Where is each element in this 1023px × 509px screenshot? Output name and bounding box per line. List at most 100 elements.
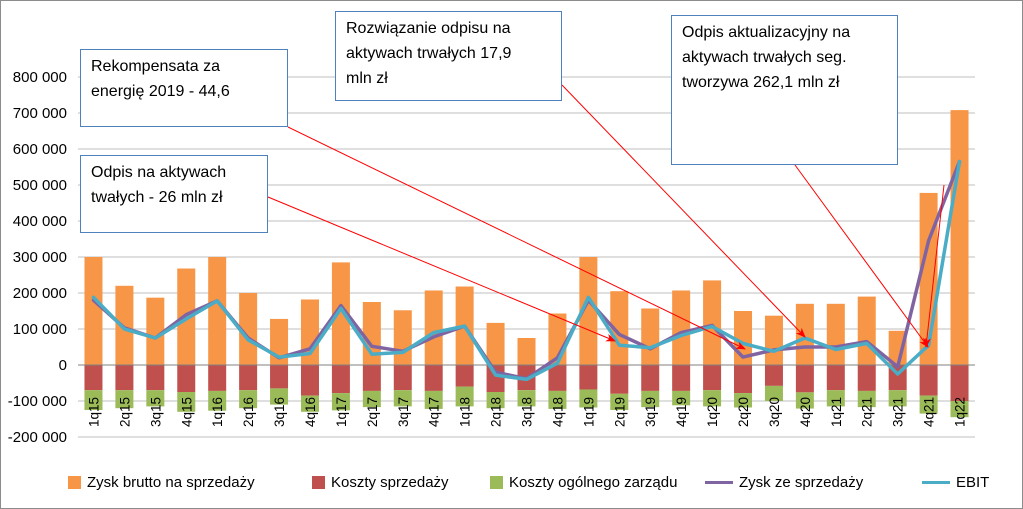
legend-item: Zysk ze sprzedaży <box>705 470 863 494</box>
bar-koszty-sprzeda-y-3q15 <box>146 365 165 391</box>
x-tick-label: 2q15 <box>117 397 132 427</box>
y-tick-label: 0 <box>59 357 67 374</box>
x-tick-label: 4q20 <box>798 397 813 427</box>
bar-zysk-brutto-na-sprzeda-y-1q15 <box>84 257 103 365</box>
bar-zysk-brutto-na-sprzeda-y-3q19 <box>641 308 660 365</box>
bar-koszty-sprzeda-y-2q16 <box>239 365 258 391</box>
annotation-arrow <box>561 84 806 338</box>
bar-koszty-og-lnego-zarz-du-2q18 <box>486 392 505 409</box>
annotation-callout: Odpis na aktywach twałych - 26 mln zł <box>80 155 268 233</box>
x-tick-label: 1q19 <box>581 397 596 427</box>
legend-swatch <box>490 475 503 489</box>
bar-koszty-sprzeda-y-1q16 <box>208 365 227 391</box>
annotation-arrow <box>267 196 616 342</box>
x-tick-label: 2q19 <box>612 397 627 427</box>
bar-koszty-sprzeda-y-4q17 <box>424 365 443 391</box>
x-tick-label: 4q21 <box>922 397 937 427</box>
x-tick-label: 3q21 <box>891 397 906 427</box>
x-tick-label: 2q16 <box>241 397 256 427</box>
bar-koszty-og-lnego-zarz-du-3q15 <box>146 390 165 407</box>
legend-label: Zysk ze sprzedaży <box>739 473 864 491</box>
bar-koszty-sprzeda-y-4q20 <box>795 365 814 393</box>
bar-koszty-og-lnego-zarz-du-4q18 <box>548 390 567 409</box>
legend-swatch <box>922 480 950 484</box>
bar-koszty-sprzeda-y-3q20 <box>764 365 783 386</box>
x-tick-label: 1q18 <box>458 397 473 427</box>
bar-koszty-og-lnego-zarz-du-2q21 <box>857 390 876 408</box>
bar-koszty-sprzeda-y-1q15 <box>84 365 103 391</box>
x-tick-label: 3q17 <box>396 397 411 427</box>
bar-koszty-og-lnego-zarz-du-4q16 <box>300 395 319 412</box>
bar-zysk-brutto-na-sprzeda-y-4q19 <box>672 290 691 365</box>
bar-zysk-brutto-na-sprzeda-y-1q21 <box>826 303 845 365</box>
legend-swatch <box>312 475 325 489</box>
bar-koszty-sprzeda-y-4q18 <box>548 365 567 391</box>
bar-koszty-og-lnego-zarz-du-1q18 <box>455 386 474 407</box>
x-tick-label: 1q16 <box>210 397 225 427</box>
bar-koszty-sprzeda-y-2q15 <box>115 365 134 391</box>
bar-zysk-brutto-na-sprzeda-y-1q20 <box>703 280 722 365</box>
lines <box>91 159 962 382</box>
y-tick-label: 500 000 <box>13 177 67 194</box>
bar-zysk-brutto-na-sprzeda-y-3q18 <box>517 338 536 365</box>
y-tick-label: -100 000 <box>8 393 67 410</box>
bar-koszty-og-lnego-zarz-du-2q16 <box>239 390 258 409</box>
legend-label: Zysk brutto na sprzedaży <box>87 473 255 491</box>
x-tick-label: 3q18 <box>520 397 535 427</box>
bar-koszty-og-lnego-zarz-du-3q18 <box>517 390 536 407</box>
bar-koszty-sprzeda-y-1q20 <box>703 365 722 391</box>
x-tick-label: 1q21 <box>829 397 844 427</box>
line-ebit <box>91 159 962 382</box>
legend-item: Koszty ogólnego zarządu <box>490 470 677 494</box>
legend-item: Zysk brutto na sprzedaży <box>68 470 255 494</box>
bar-zysk-brutto-na-sprzeda-y-3q20 <box>764 315 783 365</box>
bar-koszty-og-lnego-zarz-du-3q20 <box>764 385 783 401</box>
bar-zysk-brutto-na-sprzeda-y-1q17 <box>331 262 350 365</box>
bar-koszty-sprzeda-y-1q19 <box>579 365 598 390</box>
bar-koszty-og-lnego-zarz-du-4q19 <box>672 390 691 406</box>
y-tick-label: 200 000 <box>13 285 67 302</box>
bar-koszty-og-lnego-zarz-du-2q17 <box>362 390 381 408</box>
bar-koszty-sprzeda-y-4q15 <box>177 365 196 392</box>
bar-koszty-og-lnego-zarz-du-1q15 <box>84 390 103 410</box>
bar-zysk-brutto-na-sprzeda-y-2q18 <box>486 322 505 365</box>
bar-zysk-brutto-na-sprzeda-y-1q22 <box>950 110 969 366</box>
x-tick-label: 1q15 <box>86 397 101 427</box>
x-tick-label: 3q15 <box>148 397 163 427</box>
y-tick-label: 300 000 <box>13 249 67 266</box>
legend-item: Koszty sprzedaży <box>312 470 449 494</box>
x-tick-label: 3q20 <box>767 397 782 427</box>
x-tick-label: 4q18 <box>550 397 565 427</box>
x-tick-label: 3q16 <box>272 397 287 427</box>
bar-koszty-sprzeda-y-3q17 <box>393 365 412 391</box>
bar-koszty-sprzeda-y-1q17 <box>331 365 350 394</box>
bar-zysk-brutto-na-sprzeda-y-1q16 <box>208 257 227 365</box>
y-tick-label: 700 000 <box>13 105 67 122</box>
bar-koszty-sprzeda-y-3q16 <box>270 365 289 389</box>
x-tick-label: 2q20 <box>736 397 751 427</box>
annotation-arrows <box>267 84 945 350</box>
y-tick-label: 600 000 <box>13 141 67 158</box>
bar-koszty-og-lnego-zarz-du-4q15 <box>177 392 196 412</box>
axes: -200 000 -100 000 0 100 000 200 000 300 000 40… <box>8 69 975 446</box>
x-tick-label: 4q15 <box>179 397 194 427</box>
bar-koszty-sprzeda-y-2q20 <box>734 365 753 394</box>
bar-koszty-og-lnego-zarz-du-1q17 <box>331 393 350 411</box>
bar-koszty-og-lnego-zarz-du-1q16 <box>208 390 227 411</box>
legend-swatch <box>705 480 733 484</box>
x-tick-label: 1q17 <box>334 397 349 427</box>
y-tick-label: 800 000 <box>13 69 67 86</box>
bar-koszty-sprzeda-y-2q21 <box>857 365 876 391</box>
bar-koszty-og-lnego-zarz-du-1q20 <box>703 390 722 407</box>
bar-koszty-sprzeda-y-2q19 <box>610 365 629 394</box>
bar-koszty-og-lnego-zarz-du-3q19 <box>641 390 660 408</box>
bar-koszty-og-lnego-zarz-du-2q20 <box>734 393 753 408</box>
bar-koszty-og-lnego-zarz-du-1q19 <box>579 389 598 408</box>
bar-zysk-brutto-na-sprzeda-y-1q19 <box>579 257 598 365</box>
annotation-callout: Odpis aktualizacyjny na aktywach trwałyc… <box>671 15 898 165</box>
bar-koszty-og-lnego-zarz-du-4q20 <box>795 392 814 409</box>
legend-label: EBIT <box>956 473 990 491</box>
bar-zysk-brutto-na-sprzeda-y-2q15 <box>115 285 134 365</box>
x-tick-label: 4q17 <box>427 397 442 427</box>
x-tick-label: 2q21 <box>860 397 875 427</box>
